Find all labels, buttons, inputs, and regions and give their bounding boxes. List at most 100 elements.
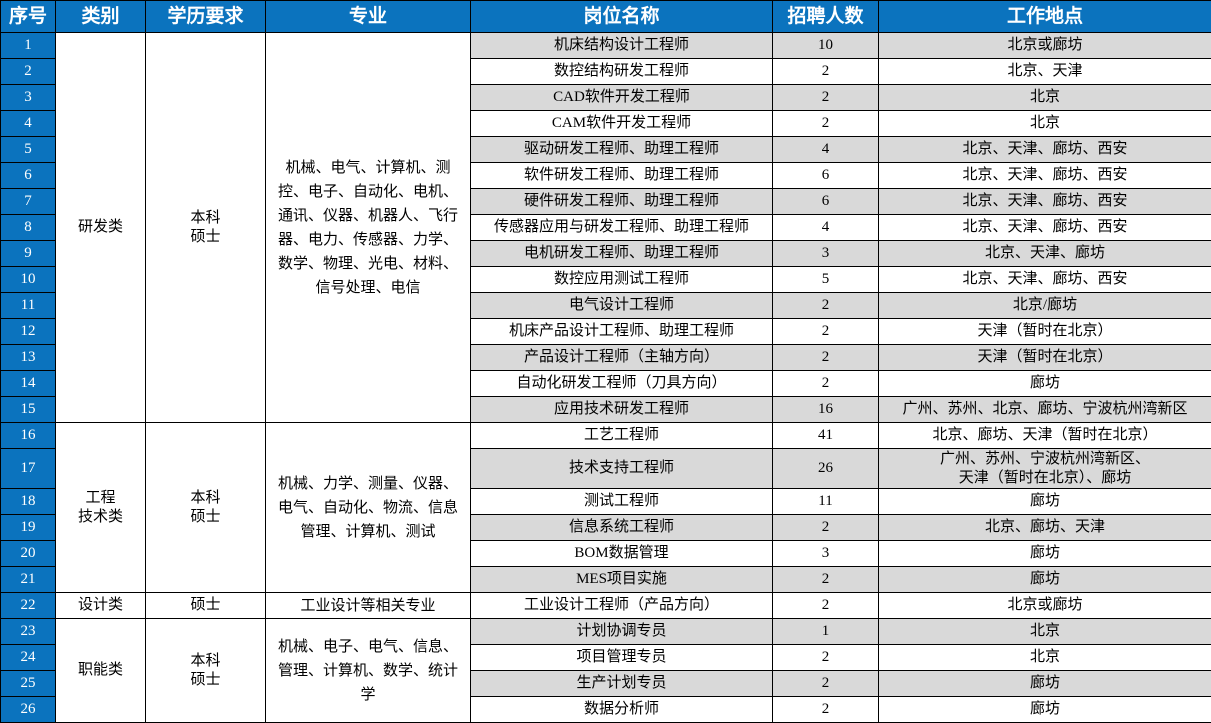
location-cell: 广州、苏州、宁波杭州湾新区、 天津（暂时在北京）、廊坊 [879, 449, 1211, 489]
location-cell: 廊坊 [879, 371, 1211, 397]
location-cell: 廊坊 [879, 567, 1211, 593]
headcount-cell: 2 [773, 111, 879, 137]
position-cell: 电气设计工程师 [471, 293, 773, 319]
location-cell: 北京/廊坊 [879, 293, 1211, 319]
headcount-cell: 2 [773, 319, 879, 345]
location-cell: 廊坊 [879, 671, 1211, 697]
headcount-cell: 5 [773, 267, 879, 293]
education-cell: 本科 硕士 [146, 619, 266, 723]
headcount-cell: 2 [773, 697, 879, 723]
index-cell: 2 [1, 59, 56, 85]
location-cell: 天津（暂时在北京） [879, 319, 1211, 345]
header-headcount: 招聘人数 [773, 1, 879, 33]
headcount-cell: 10 [773, 33, 879, 59]
category-cell: 职能类 [56, 619, 146, 723]
index-cell: 23 [1, 619, 56, 645]
header-education: 学历要求 [146, 1, 266, 33]
position-cell: 软件研发工程师、助理工程师 [471, 163, 773, 189]
location-cell: 廊坊 [879, 489, 1211, 515]
headcount-cell: 1 [773, 619, 879, 645]
position-cell: 自动化研发工程师（刀具方向） [471, 371, 773, 397]
table-row: 16 工程 技术类 本科 硕士 机械、力学、测量、仪器、电气、自动化、物流、信息… [1, 423, 1211, 449]
majors-cell: 机械、电气、计算机、测控、电子、自动化、电机、通讯、仪器、机器人、飞行器、电力、… [266, 33, 471, 423]
index-cell: 15 [1, 397, 56, 423]
header-index: 序号 [1, 1, 56, 33]
position-cell: 数控应用测试工程师 [471, 267, 773, 293]
position-cell: 生产计划专员 [471, 671, 773, 697]
position-cell: 项目管理专员 [471, 645, 773, 671]
index-cell: 16 [1, 423, 56, 449]
location-cell: 北京、天津、廊坊 [879, 241, 1211, 267]
location-cell: 北京或廊坊 [879, 33, 1211, 59]
headcount-cell: 4 [773, 215, 879, 241]
header-row: 序号 类别 学历要求 专业 岗位名称 招聘人数 工作地点 [1, 1, 1211, 33]
location-cell: 廊坊 [879, 541, 1211, 567]
location-cell: 北京、天津、廊坊、西安 [879, 137, 1211, 163]
majors-cell: 工业设计等相关专业 [266, 593, 471, 619]
location-cell: 北京、天津、廊坊、西安 [879, 215, 1211, 241]
location-cell: 北京、天津、廊坊、西安 [879, 163, 1211, 189]
headcount-cell: 16 [773, 397, 879, 423]
position-cell: 测试工程师 [471, 489, 773, 515]
header-category: 类别 [56, 1, 146, 33]
position-cell: 机床结构设计工程师 [471, 33, 773, 59]
education-cell: 本科 硕士 [146, 33, 266, 423]
category-cell: 工程 技术类 [56, 423, 146, 593]
location-cell: 天津（暂时在北京） [879, 345, 1211, 371]
headcount-cell: 2 [773, 645, 879, 671]
index-cell: 11 [1, 293, 56, 319]
index-cell: 12 [1, 319, 56, 345]
headcount-cell: 2 [773, 567, 879, 593]
header-major: 专业 [266, 1, 471, 33]
category-cell: 研发类 [56, 33, 146, 423]
header-location: 工作地点 [879, 1, 1211, 33]
table-row: 23 职能类 本科 硕士 机械、电子、电气、信息、管理、计算机、数学、统计学 计… [1, 619, 1211, 645]
location-cell: 北京或廊坊 [879, 593, 1211, 619]
header-position: 岗位名称 [471, 1, 773, 33]
position-cell: MES项目实施 [471, 567, 773, 593]
location-cell: 北京 [879, 645, 1211, 671]
index-cell: 25 [1, 671, 56, 697]
position-cell: BOM数据管理 [471, 541, 773, 567]
headcount-cell: 2 [773, 59, 879, 85]
table-row: 1 研发类 本科 硕士 机械、电气、计算机、测控、电子、自动化、电机、通讯、仪器… [1, 33, 1211, 59]
category-cell: 设计类 [56, 593, 146, 619]
majors-cell: 机械、电子、电气、信息、管理、计算机、数学、统计学 [266, 619, 471, 723]
index-cell: 1 [1, 33, 56, 59]
table-row: 22 设计类 硕士 工业设计等相关专业 工业设计工程师（产品方向） 2 北京或廊… [1, 593, 1211, 619]
location-cell: 北京 [879, 619, 1211, 645]
headcount-cell: 2 [773, 371, 879, 397]
position-cell: 产品设计工程师（主轴方向） [471, 345, 773, 371]
index-cell: 3 [1, 85, 56, 111]
headcount-cell: 3 [773, 541, 879, 567]
position-cell: 电机研发工程师、助理工程师 [471, 241, 773, 267]
index-cell: 10 [1, 267, 56, 293]
majors-cell: 机械、力学、测量、仪器、电气、自动化、物流、信息管理、计算机、测试 [266, 423, 471, 593]
location-cell: 广州、苏州、北京、廊坊、宁波杭州湾新区 [879, 397, 1211, 423]
headcount-cell: 2 [773, 515, 879, 541]
index-cell: 20 [1, 541, 56, 567]
position-cell: 数控结构研发工程师 [471, 59, 773, 85]
location-cell: 北京、天津、廊坊、西安 [879, 189, 1211, 215]
index-cell: 21 [1, 567, 56, 593]
location-cell: 北京、廊坊、天津（暂时在北京） [879, 423, 1211, 449]
location-cell: 北京、天津、廊坊、西安 [879, 267, 1211, 293]
position-cell: 硬件研发工程师、助理工程师 [471, 189, 773, 215]
education-cell: 硕士 [146, 593, 266, 619]
index-cell: 5 [1, 137, 56, 163]
index-cell: 8 [1, 215, 56, 241]
index-cell: 18 [1, 489, 56, 515]
position-cell: 工业设计工程师（产品方向） [471, 593, 773, 619]
index-cell: 19 [1, 515, 56, 541]
index-cell: 24 [1, 645, 56, 671]
position-cell: 驱动研发工程师、助理工程师 [471, 137, 773, 163]
headcount-cell: 4 [773, 137, 879, 163]
location-cell: 北京、天津 [879, 59, 1211, 85]
index-cell: 6 [1, 163, 56, 189]
education-cell: 本科 硕士 [146, 423, 266, 593]
location-cell: 廊坊 [879, 697, 1211, 723]
position-cell: 技术支持工程师 [471, 449, 773, 489]
headcount-cell: 3 [773, 241, 879, 267]
index-cell: 22 [1, 593, 56, 619]
